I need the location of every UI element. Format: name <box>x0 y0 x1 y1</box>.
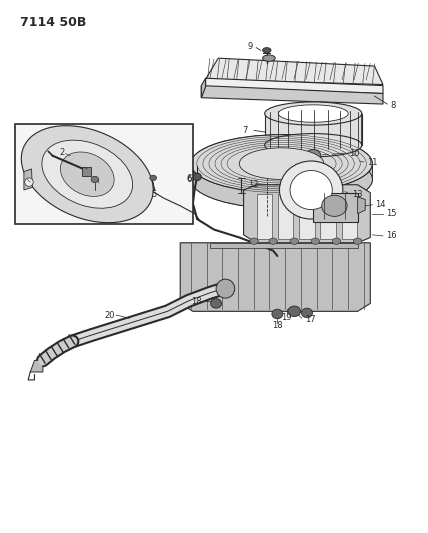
Ellipse shape <box>239 148 324 180</box>
Text: 5: 5 <box>152 190 157 199</box>
Polygon shape <box>313 192 358 222</box>
Text: 17: 17 <box>305 316 315 324</box>
Polygon shape <box>299 193 315 239</box>
Polygon shape <box>342 193 357 239</box>
Text: 10: 10 <box>349 149 360 158</box>
Text: 15: 15 <box>386 209 396 218</box>
Ellipse shape <box>278 105 348 122</box>
Text: 7: 7 <box>242 126 248 135</box>
Ellipse shape <box>263 47 271 53</box>
Ellipse shape <box>150 175 157 181</box>
Text: 3: 3 <box>80 161 85 169</box>
Ellipse shape <box>279 161 343 219</box>
Ellipse shape <box>301 308 312 318</box>
Bar <box>82 167 92 176</box>
Polygon shape <box>210 243 358 248</box>
Ellipse shape <box>191 135 372 192</box>
Ellipse shape <box>322 195 347 216</box>
Text: 18: 18 <box>191 297 201 306</box>
Ellipse shape <box>25 178 33 187</box>
Text: 1: 1 <box>23 173 28 182</box>
Ellipse shape <box>265 134 362 157</box>
Text: 18: 18 <box>272 321 282 330</box>
Polygon shape <box>180 243 370 311</box>
Text: 12: 12 <box>248 180 258 189</box>
Ellipse shape <box>191 150 372 208</box>
Polygon shape <box>24 169 33 190</box>
Polygon shape <box>358 197 365 214</box>
Text: 4: 4 <box>96 174 102 183</box>
Polygon shape <box>191 164 372 208</box>
Ellipse shape <box>216 279 235 298</box>
Ellipse shape <box>263 55 275 61</box>
Ellipse shape <box>265 102 362 125</box>
Polygon shape <box>265 114 362 145</box>
Polygon shape <box>244 185 370 243</box>
Ellipse shape <box>290 238 298 244</box>
Text: 8: 8 <box>391 101 396 110</box>
Ellipse shape <box>60 152 114 197</box>
Ellipse shape <box>290 171 332 209</box>
Polygon shape <box>205 58 383 85</box>
Polygon shape <box>201 86 383 104</box>
Polygon shape <box>30 360 43 372</box>
Text: 6: 6 <box>187 175 192 184</box>
Ellipse shape <box>250 238 259 244</box>
Polygon shape <box>205 78 383 93</box>
Ellipse shape <box>21 126 153 223</box>
Ellipse shape <box>272 309 283 319</box>
Ellipse shape <box>288 306 300 317</box>
Ellipse shape <box>211 298 222 308</box>
Ellipse shape <box>42 140 133 208</box>
Polygon shape <box>321 193 336 239</box>
Text: 19: 19 <box>282 313 292 322</box>
Bar <box>15 124 193 224</box>
Polygon shape <box>278 193 294 239</box>
Ellipse shape <box>193 173 201 181</box>
Ellipse shape <box>332 238 341 244</box>
Ellipse shape <box>306 149 321 162</box>
Ellipse shape <box>354 238 362 244</box>
Ellipse shape <box>269 238 277 244</box>
Text: 7114 50B: 7114 50B <box>20 16 86 29</box>
Text: 9: 9 <box>247 42 253 51</box>
Polygon shape <box>201 78 205 98</box>
Polygon shape <box>257 193 272 239</box>
Text: 2: 2 <box>59 148 65 157</box>
Ellipse shape <box>91 176 99 183</box>
Text: 11: 11 <box>367 158 377 167</box>
Text: 13: 13 <box>353 190 363 199</box>
Ellipse shape <box>311 238 320 244</box>
Text: 20: 20 <box>104 311 115 319</box>
Text: 14: 14 <box>375 200 386 209</box>
Text: 6: 6 <box>187 174 192 183</box>
Text: 16: 16 <box>386 231 397 240</box>
